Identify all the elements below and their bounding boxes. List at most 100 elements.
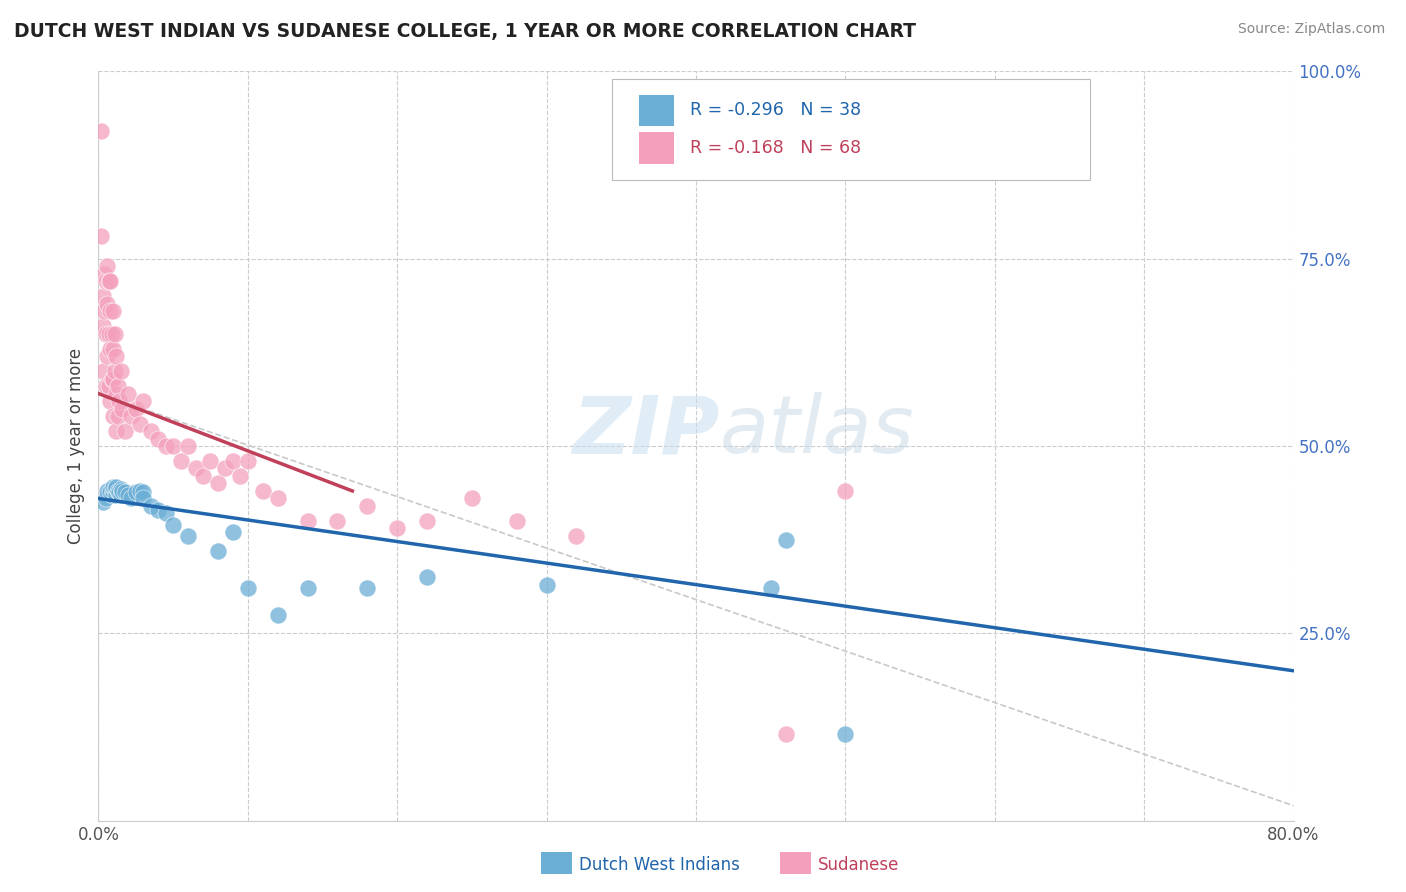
Text: Sudanese: Sudanese bbox=[818, 856, 900, 874]
Point bbox=[169, 454, 191, 468]
Point bbox=[103, 342, 125, 356]
Text: Dutch West Indians: Dutch West Indians bbox=[579, 856, 740, 874]
Point bbox=[103, 409, 125, 423]
Point bbox=[125, 401, 148, 416]
Point bbox=[105, 424, 128, 438]
Point bbox=[98, 342, 122, 356]
Point bbox=[111, 483, 134, 498]
Point bbox=[129, 483, 152, 498]
Text: DUTCH WEST INDIAN VS SUDANESE COLLEGE, 1 YEAR OR MORE CORRELATION CHART: DUTCH WEST INDIAN VS SUDANESE COLLEGE, 1… bbox=[14, 22, 917, 41]
Point bbox=[96, 259, 118, 273]
Text: R = -0.296   N = 38: R = -0.296 N = 38 bbox=[690, 102, 860, 120]
Point bbox=[90, 229, 112, 244]
FancyBboxPatch shape bbox=[638, 95, 675, 126]
Point bbox=[139, 499, 162, 513]
Point bbox=[252, 483, 274, 498]
Point bbox=[759, 582, 782, 596]
Point bbox=[120, 409, 142, 423]
Point bbox=[97, 326, 120, 341]
Point bbox=[155, 439, 177, 453]
Point bbox=[98, 304, 122, 318]
Point bbox=[326, 514, 349, 528]
Point bbox=[107, 409, 129, 423]
Point bbox=[91, 319, 114, 334]
Point bbox=[93, 304, 115, 318]
Point bbox=[110, 488, 132, 502]
Point bbox=[93, 267, 115, 281]
Point bbox=[105, 488, 128, 502]
Point bbox=[120, 491, 142, 506]
Point bbox=[101, 326, 124, 341]
Point bbox=[236, 582, 259, 596]
Point bbox=[207, 544, 229, 558]
Point bbox=[162, 517, 184, 532]
Point bbox=[132, 491, 155, 506]
Point bbox=[104, 364, 127, 378]
Point bbox=[155, 507, 177, 521]
Point bbox=[96, 296, 118, 310]
Text: Source: ZipAtlas.com: Source: ZipAtlas.com bbox=[1237, 22, 1385, 37]
Point bbox=[461, 491, 484, 506]
Point bbox=[101, 371, 124, 385]
Point bbox=[222, 525, 245, 540]
Point bbox=[200, 454, 222, 468]
Point bbox=[94, 491, 117, 506]
Point bbox=[177, 529, 200, 543]
Point bbox=[236, 454, 259, 468]
Point bbox=[114, 485, 136, 500]
Point bbox=[104, 326, 127, 341]
Point bbox=[103, 480, 125, 494]
Point bbox=[91, 495, 114, 509]
Point bbox=[834, 727, 856, 741]
Point bbox=[104, 483, 127, 497]
Point bbox=[94, 274, 117, 288]
Point bbox=[184, 461, 207, 475]
Point bbox=[103, 304, 125, 318]
Point bbox=[91, 364, 114, 378]
FancyBboxPatch shape bbox=[638, 132, 675, 163]
Point bbox=[416, 570, 439, 584]
Point bbox=[94, 326, 117, 341]
Point bbox=[90, 124, 112, 138]
Y-axis label: College, 1 year or more: College, 1 year or more bbox=[66, 348, 84, 544]
Point bbox=[111, 401, 134, 416]
Point bbox=[96, 349, 118, 363]
Point bbox=[385, 521, 409, 535]
Point bbox=[103, 483, 125, 498]
Point bbox=[98, 485, 122, 500]
Point bbox=[107, 379, 129, 393]
FancyBboxPatch shape bbox=[613, 78, 1091, 180]
Point bbox=[97, 379, 120, 393]
Point bbox=[94, 379, 117, 393]
Point bbox=[108, 485, 131, 500]
Point bbox=[416, 514, 439, 528]
Point bbox=[117, 488, 139, 502]
Point bbox=[297, 582, 319, 596]
Point bbox=[117, 386, 139, 401]
Point bbox=[105, 480, 128, 494]
Point bbox=[91, 289, 114, 303]
Point bbox=[110, 364, 132, 378]
Point bbox=[107, 483, 129, 498]
Point bbox=[108, 394, 131, 409]
Point bbox=[536, 577, 558, 591]
Point bbox=[96, 483, 118, 498]
Point bbox=[214, 461, 236, 475]
Point bbox=[356, 582, 378, 596]
Point bbox=[98, 274, 122, 288]
Point bbox=[98, 394, 122, 409]
Point bbox=[132, 485, 155, 500]
Point bbox=[101, 488, 124, 502]
Point bbox=[177, 439, 200, 453]
Point bbox=[506, 514, 529, 528]
Point bbox=[834, 483, 856, 498]
Point bbox=[775, 533, 797, 547]
Point bbox=[191, 469, 214, 483]
Point bbox=[222, 454, 245, 468]
Point bbox=[356, 499, 378, 513]
Point bbox=[110, 483, 132, 497]
Point bbox=[267, 607, 290, 622]
Point bbox=[775, 727, 797, 741]
Text: atlas: atlas bbox=[720, 392, 915, 470]
Point bbox=[148, 432, 170, 446]
